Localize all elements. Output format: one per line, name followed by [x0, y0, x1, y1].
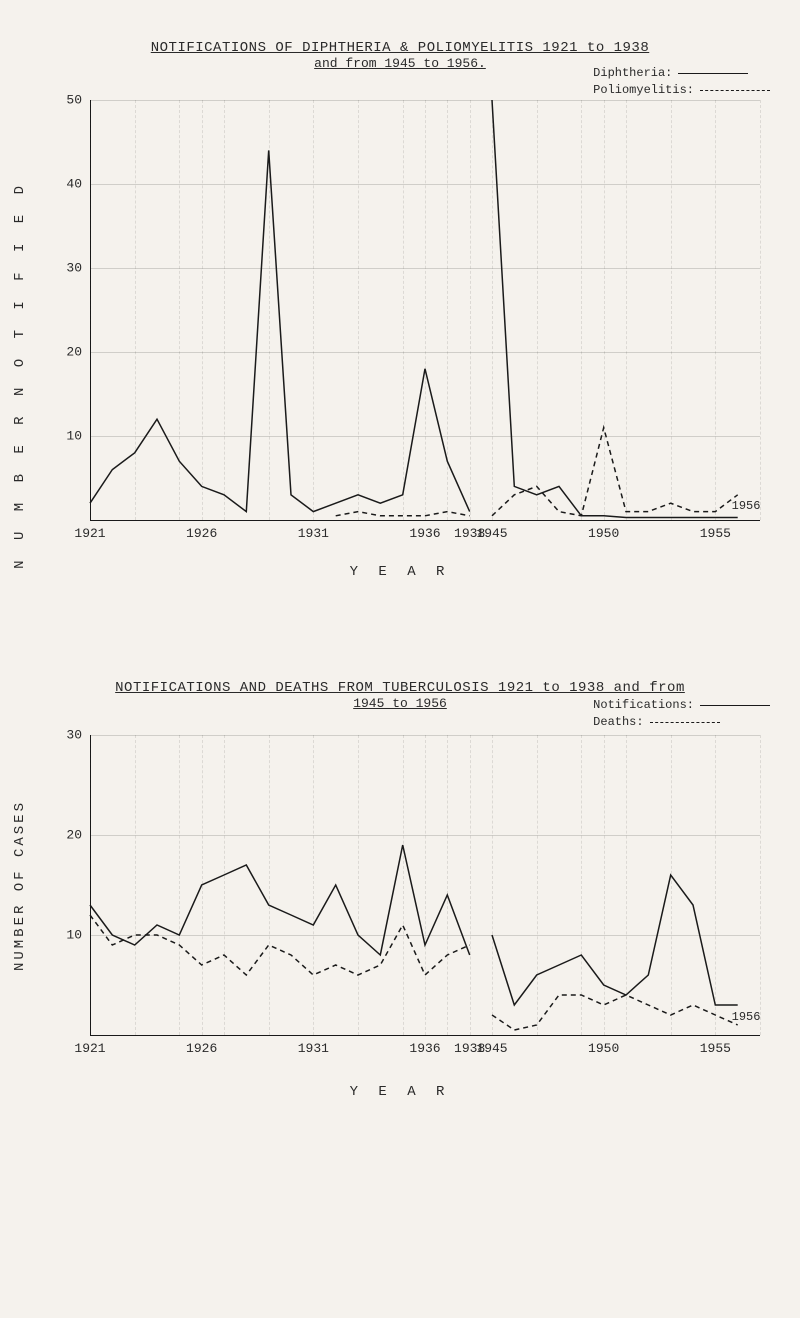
legend-label: Poliomyelitis: — [593, 83, 694, 97]
chart2-title: NOTIFICATIONS AND DEATHS FROM TUBERCULOS… — [0, 680, 800, 696]
y-tick: 20 — [66, 345, 82, 360]
chart1-y-label: N U M B E R N O T I F I E D — [12, 180, 28, 569]
chart1-x-label: Y E A R — [350, 564, 451, 580]
x-tick: 1931 — [298, 1041, 329, 1056]
year-marker: 1956 — [732, 1010, 761, 1024]
y-tick: 50 — [66, 93, 82, 108]
chart-tuberculosis: NOTIFICATIONS AND DEATHS FROM TUBERCULOS… — [0, 680, 800, 1100]
x-tick: 1955 — [700, 526, 731, 541]
chart2-x-label: Y E A R — [350, 1084, 451, 1100]
x-tick: 1921 — [74, 1041, 105, 1056]
x-tick: 1921 — [74, 526, 105, 541]
chart1-legend: Diphtheria: Poliomyelitis: — [593, 66, 770, 100]
legend-line-dashed — [700, 90, 770, 91]
legend-label: Notifications: — [593, 698, 694, 712]
y-tick: 10 — [66, 928, 82, 943]
x-tick: 1926 — [186, 526, 217, 541]
y-tick: 20 — [66, 828, 82, 843]
x-tick: 1945 — [476, 1041, 507, 1056]
y-tick: 30 — [66, 728, 82, 743]
year-marker: 1956 — [732, 499, 761, 513]
legend-line-solid — [700, 705, 770, 706]
x-tick: 1936 — [409, 1041, 440, 1056]
x-tick: 1936 — [409, 526, 440, 541]
x-tick: 1931 — [298, 526, 329, 541]
x-tick: 1926 — [186, 1041, 217, 1056]
y-tick: 40 — [66, 177, 82, 192]
chart-diphtheria-polio: NOTIFICATIONS OF DIPHTHERIA & POLIOMYELI… — [0, 40, 800, 580]
legend-row: Poliomyelitis: — [593, 83, 770, 97]
chart2-y-label: NUMBER OF CASES — [12, 800, 28, 971]
legend-row: Deaths: — [593, 715, 770, 729]
legend-line-dashed — [650, 722, 720, 723]
legend-line-solid — [678, 73, 748, 74]
legend-label: Deaths: — [593, 715, 643, 729]
y-tick: 10 — [66, 429, 82, 444]
legend-row: Diphtheria: — [593, 66, 770, 80]
chart2-plot: 1020301921192619311936193819451950195519… — [90, 735, 760, 1035]
chart2-legend: Notifications: Deaths: — [593, 698, 770, 732]
x-tick: 1945 — [476, 526, 507, 541]
legend-row: Notifications: — [593, 698, 770, 712]
x-tick: 1950 — [588, 526, 619, 541]
chart1-plot: 1020304050192119261931193619381945195019… — [90, 100, 760, 520]
legend-label: Diphtheria: — [593, 66, 672, 80]
y-tick: 30 — [66, 261, 82, 276]
x-tick: 1955 — [700, 1041, 731, 1056]
x-tick: 1950 — [588, 1041, 619, 1056]
chart1-title: NOTIFICATIONS OF DIPHTHERIA & POLIOMYELI… — [0, 40, 800, 56]
